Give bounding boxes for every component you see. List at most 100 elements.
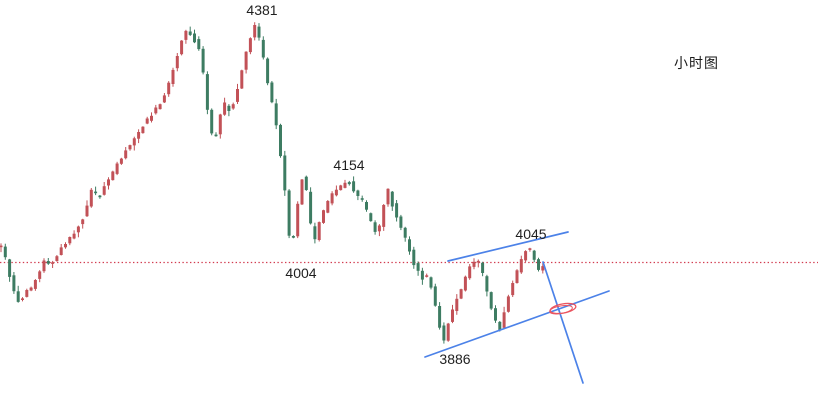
candle-body <box>429 277 433 288</box>
ellipse-marker-inner-stroke <box>549 304 573 315</box>
candle-body <box>51 262 55 264</box>
candle-body <box>59 247 63 255</box>
candle-body <box>46 261 50 264</box>
candles-group <box>0 22 545 344</box>
candle-body <box>416 263 420 271</box>
candle-body <box>274 103 278 126</box>
candle-body <box>210 109 214 134</box>
candle-body <box>322 210 325 223</box>
candle-body <box>197 39 201 50</box>
candle-body <box>287 190 291 236</box>
candle-body <box>395 203 399 218</box>
candle-body <box>425 275 429 277</box>
candle-body <box>29 287 33 291</box>
price-label-4045: 4045 <box>515 226 546 242</box>
candle-body <box>38 271 42 279</box>
candle-body <box>171 69 175 84</box>
candle-body <box>0 245 3 248</box>
candle-body <box>21 298 24 300</box>
candle-body <box>334 189 338 196</box>
candle-body <box>300 179 304 205</box>
price-label-3886: 3886 <box>439 351 470 367</box>
candle-body <box>266 58 270 84</box>
candle-body <box>468 266 472 279</box>
candle-body <box>85 205 89 217</box>
candle-body <box>455 298 459 311</box>
candle-body <box>373 222 377 232</box>
candle-body <box>489 292 493 309</box>
candle-body <box>55 256 59 261</box>
candle-body <box>42 260 46 272</box>
candle-body <box>485 276 489 292</box>
candle-body <box>102 186 106 195</box>
candle-body <box>408 239 411 252</box>
candle-body <box>472 261 476 267</box>
candle-body <box>248 38 252 53</box>
candle-body <box>537 259 540 270</box>
candle-body <box>244 51 248 70</box>
price-label-4381: 4381 <box>246 2 277 18</box>
candle-body <box>377 225 381 232</box>
candle-body <box>360 198 364 200</box>
channel-upper-trendline[interactable] <box>447 231 569 262</box>
candle-body <box>12 275 16 292</box>
candle-body <box>511 283 515 296</box>
candle-body <box>94 191 98 194</box>
candle-body <box>141 126 145 134</box>
candle-body <box>446 323 450 341</box>
candle-body <box>382 205 386 227</box>
candle-body <box>412 249 416 266</box>
candle-body <box>317 222 321 240</box>
candle-body <box>188 31 192 35</box>
candle-body <box>89 189 93 207</box>
candle-body <box>124 150 128 159</box>
channel-lower-trendline[interactable] <box>424 290 610 358</box>
candle-body <box>236 89 239 102</box>
candle-body <box>184 30 188 40</box>
candle-body <box>33 280 37 289</box>
candle-body <box>119 158 123 164</box>
candle-body <box>253 25 257 38</box>
candle-body <box>343 182 347 188</box>
candle-body <box>8 259 12 277</box>
candle-body <box>498 321 502 331</box>
candle-body <box>72 233 76 239</box>
candle-body <box>339 185 343 191</box>
candle-body <box>64 244 67 248</box>
candle-body <box>132 138 136 146</box>
candle-body <box>502 312 506 328</box>
candle-body <box>304 176 308 190</box>
candle-body <box>451 309 454 322</box>
candle-body <box>201 48 205 73</box>
candle-body <box>3 246 7 258</box>
candle-body <box>180 40 184 55</box>
candle-body <box>16 291 20 302</box>
candle-body <box>205 74 209 110</box>
candle-body <box>390 191 394 207</box>
candle-body <box>352 181 356 192</box>
candle-body <box>519 259 523 273</box>
candle-body <box>476 260 480 263</box>
candle-body <box>261 39 265 58</box>
candle-body <box>193 33 196 43</box>
candle-body <box>81 219 85 225</box>
candle-body <box>227 105 231 111</box>
candle-body <box>270 82 274 103</box>
candle-body <box>515 270 519 283</box>
candle-body <box>459 289 463 299</box>
candle-body <box>442 325 446 341</box>
candle-body <box>223 102 227 115</box>
candle-body <box>420 270 424 280</box>
candle-body <box>291 236 295 238</box>
candle-body <box>326 201 330 213</box>
candle-body <box>309 191 313 224</box>
candle-body <box>296 203 300 237</box>
candle-body <box>150 115 153 121</box>
candle-body <box>218 114 222 135</box>
candle-body <box>541 266 545 271</box>
breakdown-trendline[interactable] <box>542 261 584 384</box>
candle-body <box>111 171 115 181</box>
candle-body <box>386 188 390 205</box>
candle-body <box>506 296 510 312</box>
